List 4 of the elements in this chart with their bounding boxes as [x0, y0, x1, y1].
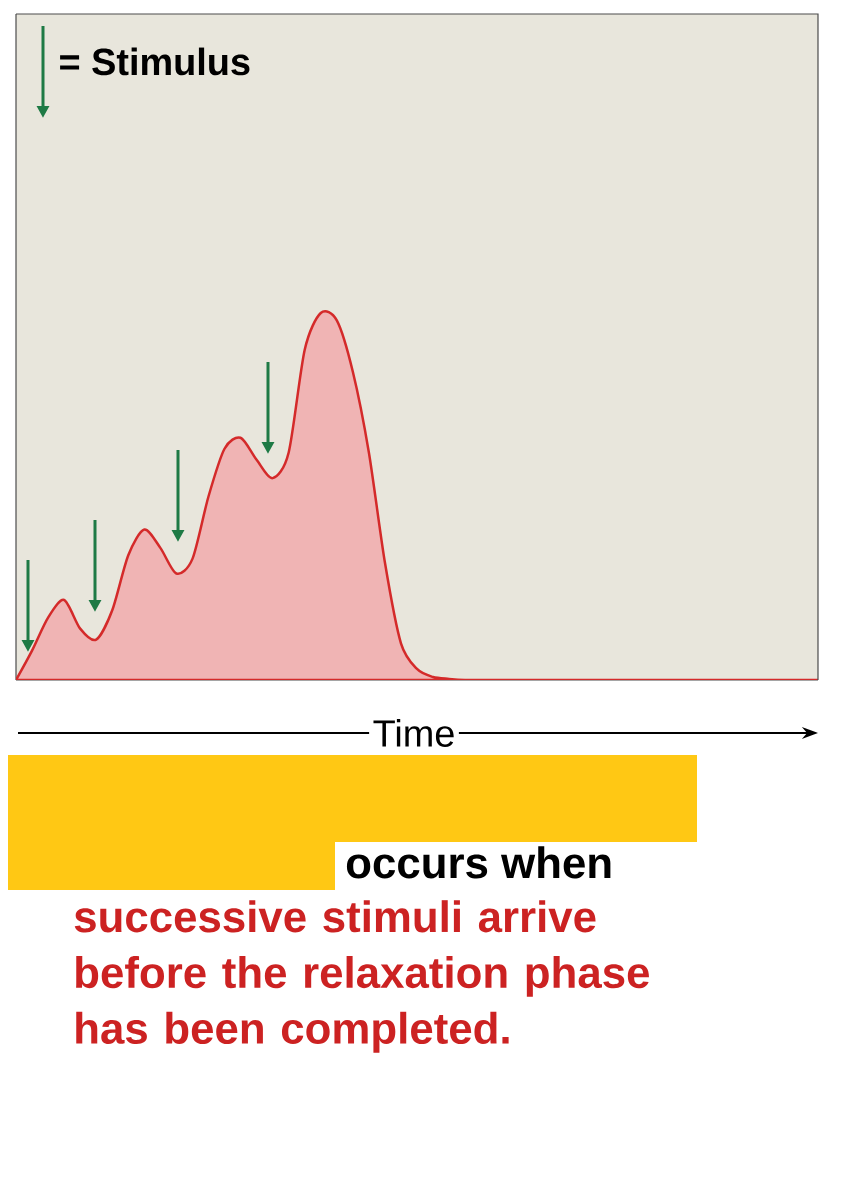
text: successive stimuli arrive before the relaxation phase has been completed. — [74, 900, 649, 1053]
x-axis-title: Time — [373, 719, 454, 747]
text: occurs when — [346, 846, 611, 879]
text: = Stimulus — [60, 47, 250, 76]
